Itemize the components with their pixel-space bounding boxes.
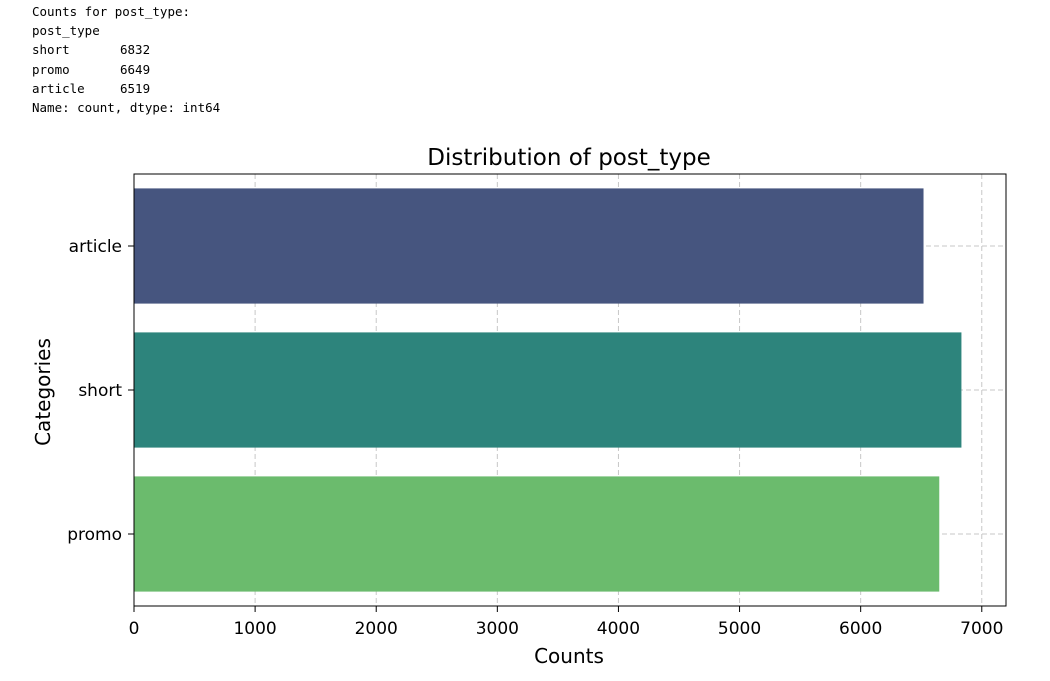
x-tick-label: 2000: [355, 619, 398, 639]
x-tick-label: 4000: [597, 619, 640, 639]
output-row-value: 6519: [120, 80, 151, 96]
x-tick-label: 1000: [233, 619, 276, 639]
output-row-label: article: [32, 80, 85, 96]
x-tick-label: 7000: [960, 619, 1003, 639]
output-row-value: 6832: [120, 42, 151, 58]
output-footer: Name: count, dtype: int64: [32, 99, 221, 115]
bar-article: [134, 188, 924, 304]
x-tick-label: 6000: [839, 619, 882, 639]
bars: [134, 188, 962, 592]
y-axis-label: Categories: [31, 338, 55, 446]
chart-title: Distribution of post_type: [427, 145, 711, 171]
output-row: promo 6649: [32, 60, 220, 79]
output-header: Counts for post_type:: [32, 4, 191, 19]
y-tick-label: short: [78, 381, 122, 401]
output-row-label: short: [32, 42, 70, 58]
output-row-label: promo: [32, 61, 70, 77]
bar-promo: [134, 476, 940, 592]
output-index-name: post_type: [32, 23, 100, 39]
output-row-value: 6649: [120, 61, 151, 77]
bar-short: [134, 332, 962, 448]
output-row: short 6832: [32, 40, 220, 59]
y-axis-ticks: article short promo: [67, 237, 134, 545]
y-tick-label: article: [69, 237, 122, 257]
x-axis-ticks: 0 1000 2000 3000 4000 5000 6000 7000: [129, 606, 1003, 639]
output-row: article 6519: [32, 79, 220, 98]
x-tick-label: 3000: [476, 619, 519, 639]
x-tick-label: 5000: [718, 619, 761, 639]
x-axis-label: Counts: [534, 644, 604, 668]
x-tick-label: 0: [129, 619, 140, 639]
y-tick-label: promo: [67, 525, 122, 545]
